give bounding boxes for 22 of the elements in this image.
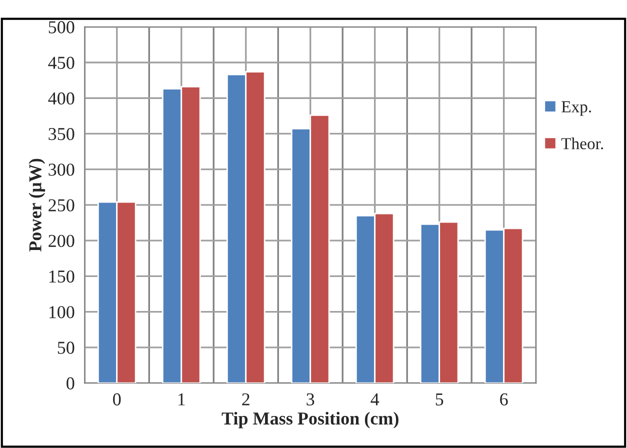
y-tick-label: 200 bbox=[48, 234, 74, 248]
x-tick-label: 5 bbox=[436, 393, 444, 406]
y-tick-label: 250 bbox=[48, 199, 74, 212]
legend-label: Theor. bbox=[561, 138, 604, 150]
x-tick-label: 3 bbox=[306, 393, 314, 406]
y-axis-title: Power (µW) bbox=[28, 158, 46, 252]
x-tick-label: 1 bbox=[178, 393, 185, 406]
x-tick-label: 2 bbox=[242, 393, 250, 406]
x-tick-label: 6 bbox=[500, 393, 508, 406]
x-axis-title: Tip Mass Position (cm) bbox=[222, 412, 398, 428]
y-tick-label: 400 bbox=[48, 92, 74, 105]
y-tick-label: 350 bbox=[48, 128, 74, 140]
legend-label: Exp. bbox=[562, 101, 591, 116]
y-tick-label: 50 bbox=[58, 342, 74, 354]
y-tick-label: 0 bbox=[66, 377, 74, 390]
y-tick-label: 100 bbox=[49, 306, 74, 318]
y-tick-label: 450 bbox=[48, 56, 74, 69]
x-tick-label: 0 bbox=[113, 393, 121, 406]
y-tick-label: 150 bbox=[49, 270, 74, 283]
x-tick-label: 4 bbox=[370, 393, 380, 406]
y-tick-label: 300 bbox=[48, 164, 74, 176]
y-tick-label: 500 bbox=[48, 21, 74, 34]
